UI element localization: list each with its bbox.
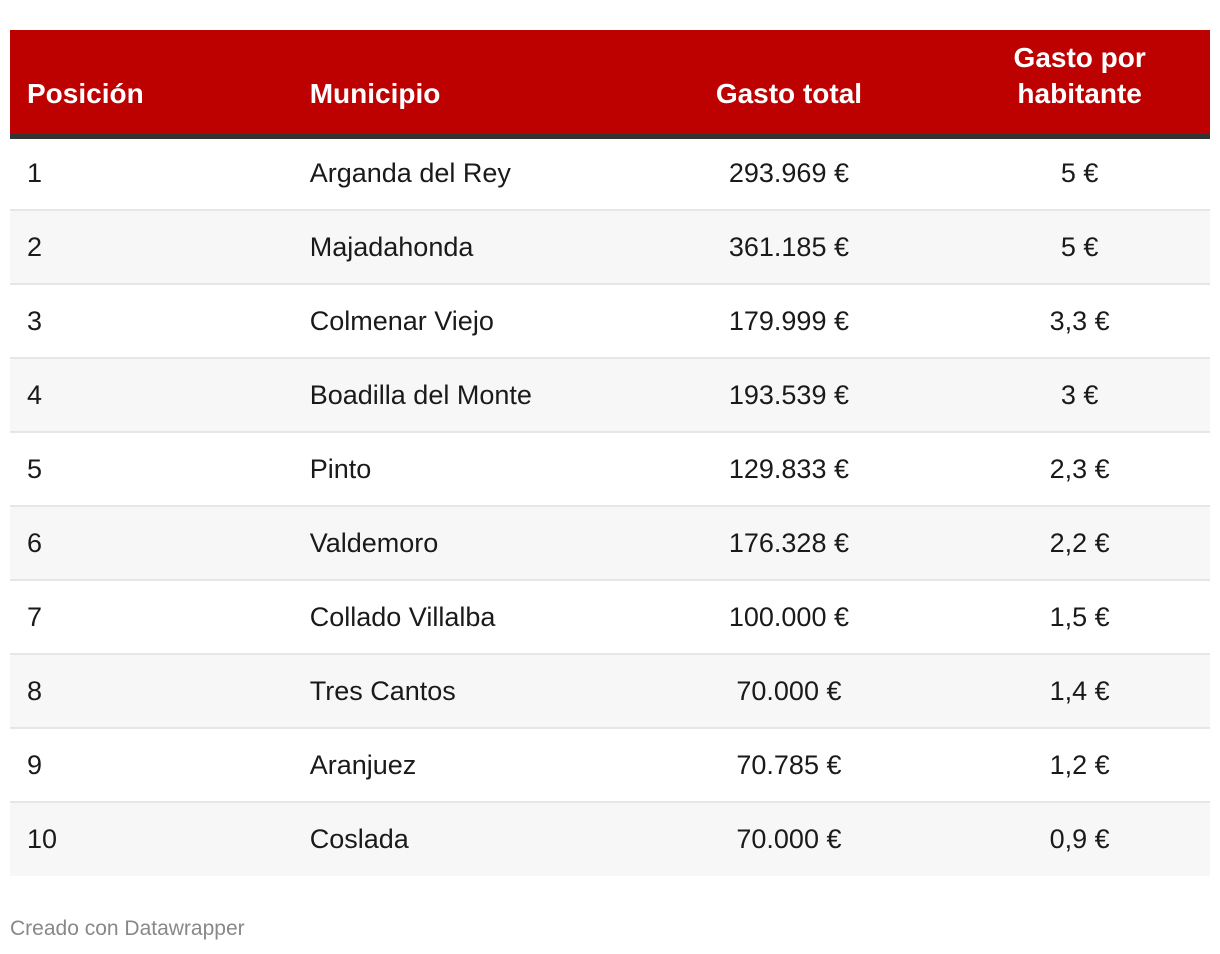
table-row: 6 Valdemoro 176.328 €2,2 € [10, 506, 1210, 581]
table-header-row: Posición Municipio Gasto total Gasto por… [10, 30, 1210, 139]
cell-gasto-total: 129.833 € [628, 432, 950, 507]
data-table: Posición Municipio Gasto total Gasto por… [10, 30, 1210, 876]
table-row: 9 Aranjuez 70.785 €1,2 € [10, 728, 1210, 803]
cell-posicion: 10 [10, 802, 310, 876]
header-posicion: Posición [10, 30, 310, 139]
cell-gasto-por-habitante: 2,2 € [949, 506, 1210, 581]
cell-gasto-por-habitante: 3,3 € [949, 284, 1210, 359]
table-row: 3 Colmenar Viejo 179.999 €3,3 € [10, 284, 1210, 359]
cell-gasto-total: 293.969 € [628, 136, 950, 211]
cell-posicion: 8 [10, 654, 310, 729]
cell-municipio: Coslada [309, 802, 629, 876]
cell-gasto-total: 100.000 € [628, 580, 950, 655]
table-row: 5 Pinto 129.833 €2,3 € [10, 432, 1210, 507]
data-table-container: Posición Municipio Gasto total Gasto por… [10, 30, 1210, 876]
cell-gasto-por-habitante: 2,3 € [949, 432, 1210, 507]
cell-gasto-por-habitante: 1,2 € [949, 728, 1210, 803]
cell-gasto-total: 70.000 € [628, 654, 950, 729]
table-row: 4 Boadilla del Monte 193.539 €3 € [10, 358, 1210, 433]
table-row: 7 Collado Villalba 100.000 €1,5 € [10, 580, 1210, 655]
cell-municipio: Valdemoro [309, 506, 629, 581]
cell-municipio: Majadahonda [309, 210, 629, 285]
cell-municipio: Boadilla del Monte [309, 358, 629, 433]
table-row: 8 Tres Cantos 70.000 €1,4 € [10, 654, 1210, 729]
cell-municipio: Tres Cantos [309, 654, 629, 729]
cell-posicion: 6 [10, 506, 310, 581]
table-row: 1 Arganda del Rey 293.969 €5 € [10, 136, 1210, 211]
table-body: 1 Arganda del Rey 293.969 €5 €2 Majadahonda… [10, 136, 1210, 876]
cell-gasto-total: 176.328 € [628, 506, 950, 581]
cell-municipio: Aranjuez [309, 728, 629, 803]
cell-municipio: Arganda del Rey [309, 136, 629, 211]
cell-municipio: Colmenar Viejo [309, 284, 629, 359]
cell-posicion: 9 [10, 728, 310, 803]
table-row: 10 Coslada 70.000 €0,9 € [10, 802, 1210, 876]
cell-gasto-total: 193.539 € [628, 358, 950, 433]
cell-gasto-por-habitante: 5 € [949, 136, 1210, 211]
cell-gasto-por-habitante: 1,4 € [949, 654, 1210, 729]
cell-gasto-por-habitante: 3 € [949, 358, 1210, 433]
header-municipio: Municipio [309, 30, 629, 139]
cell-gasto-total: 70.000 € [628, 802, 950, 876]
cell-posicion: 5 [10, 432, 310, 507]
cell-gasto-por-habitante: 0,9 € [949, 802, 1210, 876]
cell-posicion: 7 [10, 580, 310, 655]
cell-municipio: Pinto [309, 432, 629, 507]
cell-gasto-total: 361.185 € [628, 210, 950, 285]
cell-posicion: 1 [10, 136, 310, 211]
cell-posicion: 3 [10, 284, 310, 359]
header-gasto-por-habitante: Gasto por habitante [949, 30, 1210, 139]
cell-municipio: Collado Villalba [309, 580, 629, 655]
cell-gasto-por-habitante: 1,5 € [949, 580, 1210, 655]
cell-gasto-por-habitante: 5 € [949, 210, 1210, 285]
cell-gasto-total: 70.785 € [628, 728, 950, 803]
header-gasto-total: Gasto total [628, 30, 950, 139]
cell-posicion: 2 [10, 210, 310, 285]
cell-gasto-total: 179.999 € [628, 284, 950, 359]
footer-credit: Creado con Datawrapper [10, 917, 245, 940]
table-header: Posición Municipio Gasto total Gasto por… [10, 30, 1210, 139]
table-row: 2 Majadahonda 361.185 €5 € [10, 210, 1210, 285]
cell-posicion: 4 [10, 358, 310, 433]
